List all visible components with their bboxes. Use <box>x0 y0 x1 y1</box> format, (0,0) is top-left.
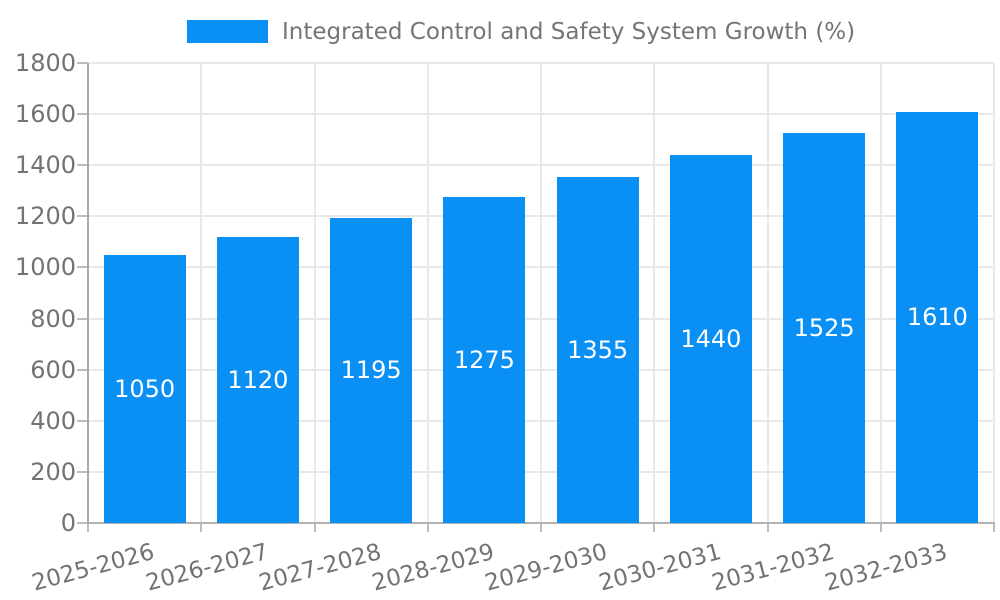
bar <box>556 176 639 523</box>
y-tick-label: 400 <box>30 406 76 435</box>
bar-value-label: 1610 <box>906 303 968 332</box>
x-tick-label: 2026-2027 <box>142 539 271 597</box>
x-tick-label: 2029-2030 <box>482 539 611 597</box>
bar-value-label: 1440 <box>680 325 742 353</box>
legend-label: Integrated Control and Safety System Gro… <box>282 19 856 45</box>
bar <box>103 254 186 523</box>
legend-swatch <box>187 20 268 43</box>
bar-value-label: 1275 <box>453 346 515 375</box>
y-tick-mark <box>77 317 88 320</box>
x-tick-mark <box>653 523 656 532</box>
y-axis-line <box>87 63 89 523</box>
bar <box>896 111 979 523</box>
bar <box>783 133 866 523</box>
x-tick-mark <box>426 523 429 532</box>
y-tick-mark <box>77 62 88 64</box>
x-tick-mark <box>766 523 769 532</box>
x-tick-mark <box>87 523 89 532</box>
bar <box>330 217 413 523</box>
v-gridline <box>993 63 995 523</box>
legend: Integrated Control and Safety System Gro… <box>0 0 1000 55</box>
y-tick-mark <box>77 215 88 218</box>
y-tick-mark <box>77 368 88 371</box>
y-tick-mark <box>77 266 88 269</box>
v-gridline <box>426 63 429 523</box>
y-tick-label: 1000 <box>14 253 76 282</box>
x-tick-label: 2028-2029 <box>369 539 498 597</box>
x-tick-label: 2030-2031 <box>595 539 724 597</box>
bar-value-label: 1355 <box>567 335 629 364</box>
y-tick-label: 1200 <box>14 202 76 231</box>
bar <box>216 236 299 523</box>
v-gridline <box>766 63 769 523</box>
bar-value-label: 1050 <box>114 374 176 403</box>
y-tick-mark <box>77 522 88 524</box>
y-tick-label: 600 <box>30 355 76 384</box>
x-tick-label: 2032-2033 <box>822 539 951 597</box>
x-tick-mark <box>879 523 882 532</box>
v-gridline <box>879 63 882 523</box>
v-gridline <box>653 63 656 523</box>
bar <box>669 155 752 523</box>
x-tick-mark <box>993 523 995 532</box>
v-gridline <box>200 63 203 523</box>
x-tick-mark <box>200 523 203 532</box>
y-tick-label: 1800 <box>14 49 76 77</box>
y-tick-label: 1400 <box>14 151 76 180</box>
x-tick-mark <box>313 523 316 532</box>
y-tick-label: 800 <box>30 304 76 333</box>
y-tick-label: 0 <box>60 509 76 537</box>
bar-value-label: 1525 <box>793 314 855 343</box>
y-tick-mark <box>77 419 88 422</box>
v-gridline <box>313 63 316 523</box>
x-tick-label: 2025-2026 <box>29 539 158 597</box>
x-axis-line <box>87 522 995 524</box>
x-tick-label: 2027-2028 <box>256 539 384 597</box>
bar-value-label: 1120 <box>227 365 289 394</box>
x-tick-mark <box>540 523 542 532</box>
bar-value-label: 1195 <box>340 356 402 385</box>
y-tick-label: 1600 <box>14 100 76 129</box>
y-tick-label: 200 <box>30 457 76 486</box>
y-tick-mark <box>77 470 88 473</box>
v-gridline <box>540 63 542 523</box>
y-tick-mark <box>77 164 88 167</box>
bar <box>443 197 526 523</box>
y-tick-mark <box>77 113 88 116</box>
x-tick-label: 2031-2032 <box>709 539 837 597</box>
